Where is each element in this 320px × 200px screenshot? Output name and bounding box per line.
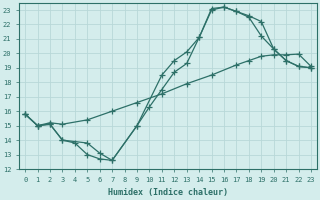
X-axis label: Humidex (Indice chaleur): Humidex (Indice chaleur)	[108, 188, 228, 197]
